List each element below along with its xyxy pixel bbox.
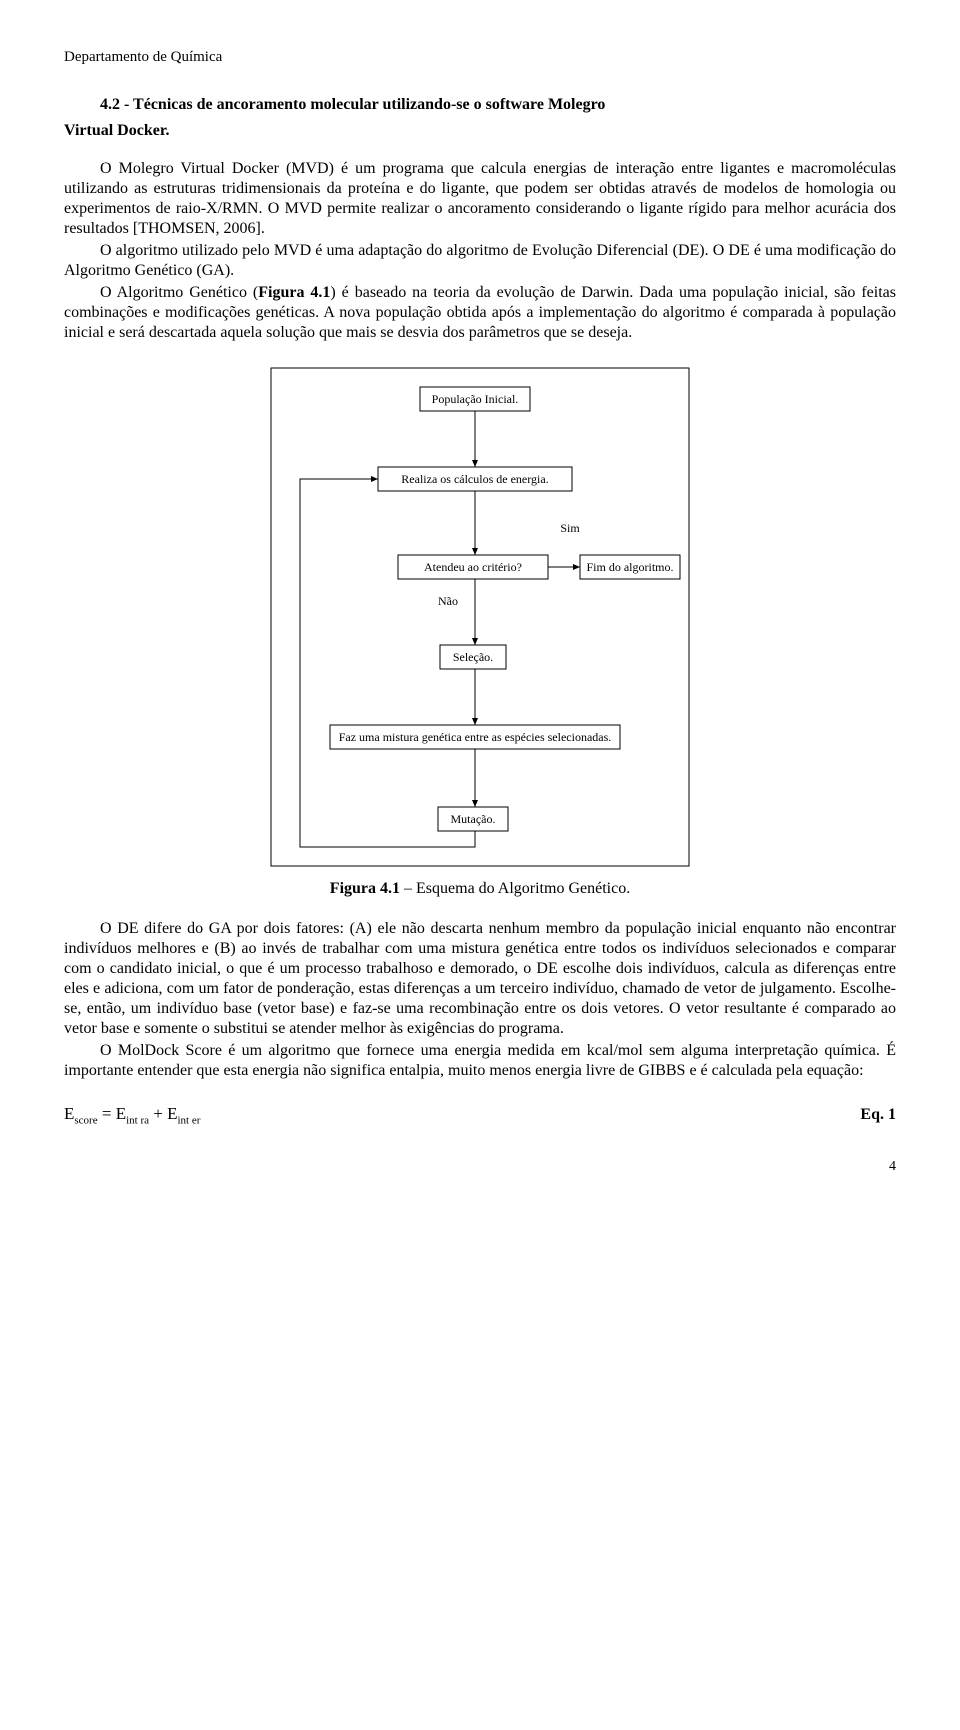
eq-t2-var: E bbox=[167, 1104, 177, 1123]
figure-flowchart: População Inicial. Realiza os cálculos de… bbox=[64, 367, 896, 873]
eq-t1-var: E bbox=[116, 1104, 126, 1123]
svg-text:Faz uma mistura genética entre: Faz uma mistura genética entre as espéci… bbox=[339, 730, 612, 744]
svg-text:Atendeu ao critério?: Atendeu ao critério? bbox=[424, 560, 522, 574]
svg-text:População Inicial.: População Inicial. bbox=[432, 392, 519, 406]
eq-t1-sub: int ra bbox=[126, 1114, 149, 1126]
equation-row: Escore = Eint ra + Eint er Eq. 1 bbox=[64, 1103, 896, 1128]
section-title-line1: 4.2 - Técnicas de ancoramento molecular … bbox=[64, 95, 896, 115]
svg-text:Seleção.: Seleção. bbox=[453, 650, 493, 664]
svg-text:Sim: Sim bbox=[560, 521, 580, 535]
eq-lhs-var: E bbox=[64, 1104, 74, 1123]
equation-number: Eq. 1 bbox=[860, 1105, 896, 1125]
paragraph-5: O MolDock Score é um algoritmo que forne… bbox=[64, 1041, 896, 1081]
p3-pre: O Algoritmo Genético ( bbox=[100, 284, 258, 301]
equation-expression: Escore = Eint ra + Eint er bbox=[64, 1103, 200, 1128]
flowchart-svg: População Inicial. Realiza os cálculos de… bbox=[270, 367, 690, 867]
department-header: Departamento de Química bbox=[64, 48, 896, 67]
figure-number: Figura 4.1 bbox=[330, 880, 400, 897]
figure-caption-text: Esquema do Algoritmo Genético. bbox=[416, 880, 630, 897]
paragraph-2: O algoritmo utilizado pelo MVD é uma ada… bbox=[64, 241, 896, 281]
eq-lhs-sub: score bbox=[74, 1114, 97, 1126]
eq-plus: + bbox=[149, 1104, 167, 1123]
figure-caption: Figura 4.1 – Esquema do Algoritmo Genéti… bbox=[64, 879, 896, 899]
svg-text:Não: Não bbox=[438, 594, 458, 608]
svg-text:Mutação.: Mutação. bbox=[451, 812, 496, 826]
section-title-line2: Virtual Docker. bbox=[64, 121, 896, 141]
p3-figure-ref: Figura 4.1 bbox=[258, 284, 330, 301]
svg-text:Realiza os cálculos de energia: Realiza os cálculos de energia. bbox=[401, 472, 548, 486]
figure-sep: – bbox=[400, 880, 416, 897]
page-number: 4 bbox=[64, 1158, 896, 1176]
eq-t2-sub: int er bbox=[178, 1114, 201, 1126]
eq-eq: = bbox=[98, 1104, 116, 1123]
paragraph-1: O Molegro Virtual Docker (MVD) é um prog… bbox=[64, 159, 896, 239]
svg-text:Fim do algoritmo.: Fim do algoritmo. bbox=[587, 560, 674, 574]
paragraph-4: O DE difere do GA por dois fatores: (A) … bbox=[64, 919, 896, 1039]
paragraph-3: O Algoritmo Genético (Figura 4.1) é base… bbox=[64, 283, 896, 343]
